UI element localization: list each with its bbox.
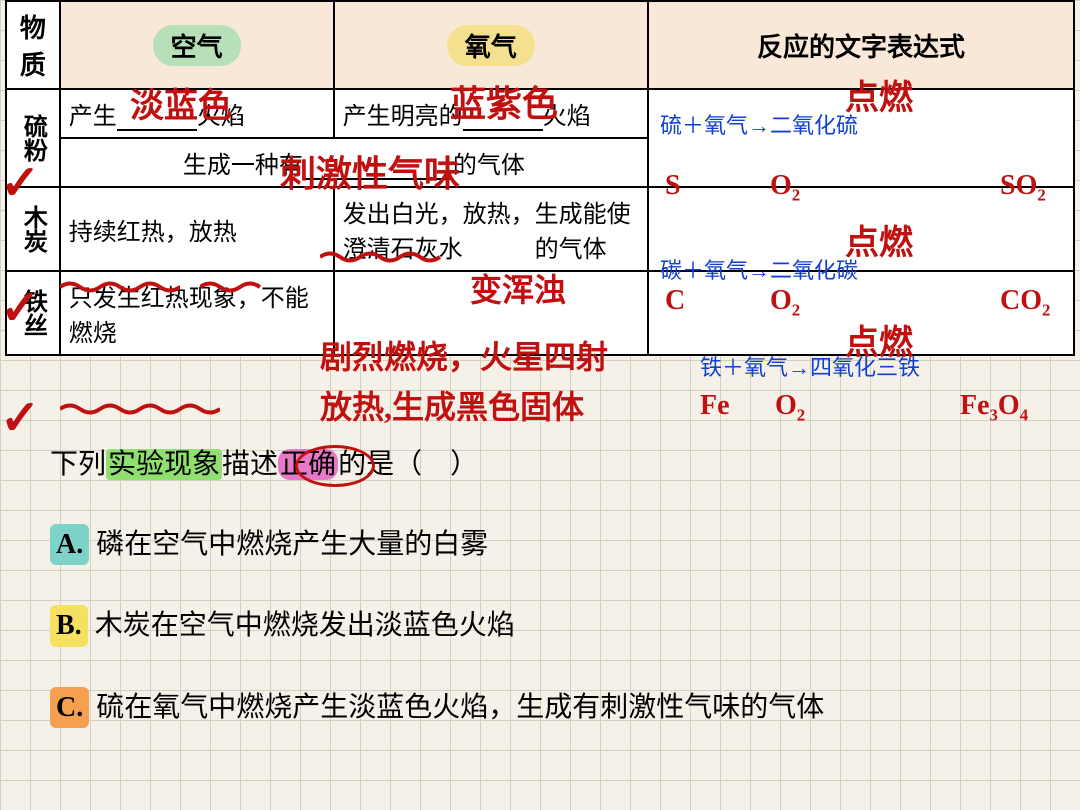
option-b-text: 木炭在空气中燃烧发出淡蓝色火焰	[95, 610, 515, 641]
badge-b: B.	[50, 605, 88, 646]
iron-oxygen	[334, 271, 648, 355]
option-b: B. 木炭在空气中燃烧发出淡蓝色火焰	[50, 605, 1050, 646]
option-a-text: 磷在空气中燃烧产生大量的白雾	[96, 529, 488, 560]
wavy-3	[320, 250, 450, 264]
th-equation-text: 反应的文字表达式	[757, 33, 965, 62]
check-carbon: ✓	[0, 280, 40, 336]
wavy-2	[200, 280, 270, 294]
chemistry-table: 物质 空气 氧气 反应的文字表达式 硫粉 产生火焰 产生明亮的火焰 生成一种有的…	[5, 0, 1075, 356]
formula-Fe: Fe	[700, 390, 730, 422]
sulfur-merged: 生成一种有的气体	[60, 138, 648, 187]
wavy-4	[60, 402, 220, 416]
badge-c: C.	[50, 687, 89, 728]
sulfur-equation	[648, 89, 1074, 187]
sulfur-air: 产生火焰	[60, 89, 334, 138]
option-c: C. 硫在氧气中燃烧产生淡蓝色火焰，生成有刺激性气味的气体	[50, 687, 1050, 728]
carbon-equation	[648, 187, 1074, 271]
badge-a: A.	[50, 524, 89, 565]
row-sulfur-1: 硫粉 产生火焰 产生明亮的火焰	[6, 89, 1074, 138]
check-iron: ✓	[0, 390, 40, 446]
pill-oxygen: 氧气	[447, 25, 535, 66]
wavy-1	[60, 280, 180, 294]
row-carbon: 木炭 持续红热，放热 发出白光，放热，生成能使澄清石灰水 的气体	[6, 187, 1074, 271]
hl-phenomenon: 实验现象	[106, 449, 222, 480]
carbon-air: 持续红热，放热	[60, 187, 334, 271]
th-equation: 反应的文字表达式	[648, 1, 1074, 89]
formula-O2-3: O2	[775, 390, 805, 426]
table: 物质 空气 氧气 反应的文字表达式 硫粉 产生火焰 产生明亮的火焰 生成一种有的…	[5, 0, 1075, 356]
question-block: 下列实验现象描述正确的是（ ） A. 磷在空气中燃烧产生大量的白雾 B. 木炭在…	[50, 445, 1050, 728]
sulfur-oxygen: 产生明亮的火焰	[334, 89, 648, 138]
question-stem: 下列实验现象描述正确的是（ ）	[50, 445, 1050, 484]
option-a: A. 磷在空气中燃烧产生大量的白雾	[50, 524, 1050, 565]
anno-black-solid: 放热,生成黑色固体	[320, 382, 584, 428]
th-substance: 物质	[6, 1, 60, 89]
pill-air: 空气	[153, 25, 241, 66]
iron-equation	[648, 271, 1074, 355]
th-air: 空气	[60, 1, 334, 89]
circle-correct	[295, 445, 375, 487]
check-sulfur: ✓	[0, 155, 40, 211]
option-c-text: 硫在氧气中燃烧产生淡蓝色火焰，生成有刺激性气味的气体	[96, 692, 824, 723]
th-oxygen: 氧气	[334, 1, 648, 89]
formula-Fe3O4: Fe3O4	[960, 390, 1028, 426]
header-row: 物质 空气 氧气 反应的文字表达式	[6, 1, 1074, 89]
